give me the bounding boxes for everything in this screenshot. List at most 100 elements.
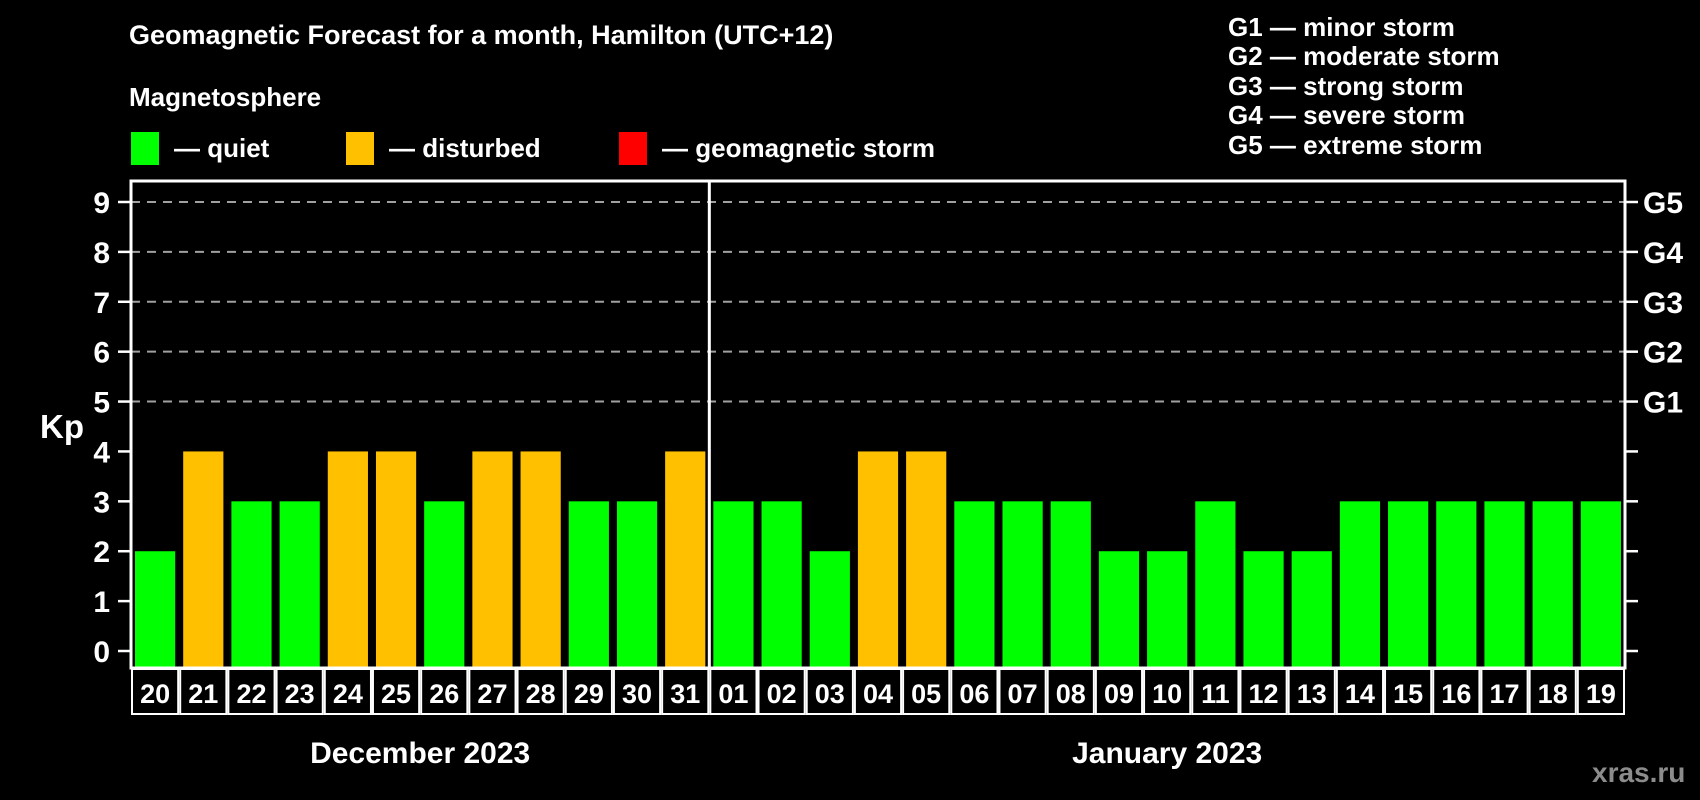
kp-bar-december-30: [616, 501, 658, 668]
day-box-january-09: [1094, 668, 1144, 715]
day-box-january-13: [1287, 668, 1336, 715]
kp-bar-january-02: [761, 501, 802, 668]
y-tick-label-8: 8: [93, 237, 110, 270]
kp-bar-january-04: [857, 451, 899, 668]
kp-bar-january-12: [1243, 551, 1284, 668]
day-label-december-30: 30: [622, 679, 652, 709]
day-label-january-03: 03: [815, 679, 845, 709]
day-label-january-01: 01: [718, 679, 748, 709]
y-tick-label-0: 0: [93, 636, 110, 669]
day-box-january-08: [1046, 668, 1095, 715]
kp-bar-january-16: [1436, 501, 1477, 668]
kp-bar-december-20: [135, 551, 176, 668]
chart-subtitle: Magnetosphere: [129, 82, 322, 112]
day-box-december-29: [564, 668, 613, 715]
g-axis-label-g3: G3: [1643, 287, 1683, 320]
kp-bar-january-10: [1147, 551, 1188, 668]
kp-bar-january-01: [713, 501, 754, 668]
disturbed-swatch: [346, 131, 374, 165]
month-label-january: January 2023: [1072, 737, 1262, 770]
day-label-december-28: 28: [526, 679, 556, 709]
kp-bar-january-08: [1050, 501, 1091, 668]
day-box-january-18: [1528, 668, 1577, 715]
day-label-january-06: 06: [959, 679, 989, 709]
kp-bar-december-22: [231, 501, 272, 668]
day-label-january-14: 14: [1345, 679, 1375, 709]
day-label-january-02: 02: [767, 679, 797, 709]
day-box-december-22: [227, 668, 276, 715]
kp-bar-december-26: [424, 501, 465, 668]
g-axis-label-g2: G2: [1643, 337, 1683, 370]
kp-bar-december-23: [279, 501, 320, 668]
day-box-january-19: [1576, 668, 1625, 715]
day-label-december-20: 20: [140, 679, 170, 709]
g-legend-line-5: G5 — extreme storm: [1228, 129, 1483, 160]
y-tick-label-6: 6: [93, 337, 110, 370]
day-label-january-10: 10: [1152, 679, 1182, 709]
legend-label-storm: — geomagnetic storm: [662, 132, 936, 163]
day-box-december-21: [179, 668, 228, 715]
day-box-january-14: [1335, 668, 1385, 715]
kp-bar-january-11: [1195, 501, 1236, 668]
kp-bar-january-14: [1339, 501, 1381, 668]
kp-bar-january-05: [906, 451, 947, 668]
day-label-january-11: 11: [1201, 679, 1230, 709]
day-box-january-06: [950, 668, 999, 715]
day-label-january-04: 04: [863, 679, 893, 709]
day-label-december-23: 23: [285, 679, 315, 709]
g-axis-label-g5: G5: [1643, 187, 1683, 220]
day-box-january-11: [1191, 668, 1240, 715]
legend-item-disturbed: — disturbed: [346, 131, 541, 165]
storm-swatch: [619, 131, 647, 165]
g-legend-line-3: G3 — strong storm: [1228, 70, 1464, 101]
kp-bar-december-21: [183, 451, 224, 668]
day-box-december-30: [612, 668, 662, 715]
day-label-january-15: 15: [1393, 679, 1423, 709]
g-axis-label-g1: G1: [1643, 387, 1683, 420]
g-legend-line-4: G4 — severe storm: [1228, 100, 1466, 131]
day-label-december-26: 26: [429, 679, 459, 709]
day-label-january-08: 08: [1056, 679, 1086, 709]
y-tick-label-7: 7: [93, 287, 110, 320]
y-tick-label-5: 5: [93, 387, 110, 420]
day-label-december-29: 29: [574, 679, 604, 709]
day-box-december-26: [420, 668, 469, 715]
y-axis-title: Kp: [40, 408, 84, 445]
day-box-december-27: [468, 668, 517, 715]
day-box-january-10: [1143, 668, 1192, 715]
chart-title: Geomagnetic Forecast for a month, Hamilt…: [129, 20, 834, 50]
g-legend-line-1: G1 — minor storm: [1228, 12, 1455, 42]
day-box-december-20: [131, 668, 180, 715]
day-label-december-21: 21: [188, 679, 218, 709]
day-box-january-16: [1432, 668, 1481, 715]
day-box-december-24: [323, 668, 372, 715]
day-box-january-17: [1480, 668, 1529, 715]
day-label-january-13: 13: [1297, 679, 1327, 709]
legend-label-disturbed: — disturbed: [389, 132, 541, 163]
y-tick-label-4: 4: [93, 436, 110, 469]
day-box-january-05: [902, 668, 951, 715]
day-box-january-03: [805, 668, 854, 715]
day-box-january-04: [853, 668, 903, 715]
y-tick-label-2: 2: [93, 536, 110, 569]
y-tick-label-3: 3: [93, 486, 110, 519]
day-label-january-05: 05: [911, 679, 941, 709]
day-label-december-25: 25: [381, 679, 411, 709]
watermark: xras.ru: [1592, 757, 1686, 788]
kp-bar-january-06: [954, 501, 995, 668]
legend-item-storm: — geomagnetic storm: [619, 131, 935, 165]
day-box-january-12: [1239, 668, 1288, 715]
day-box-january-02: [757, 668, 806, 715]
day-box-december-25: [371, 668, 421, 715]
day-box-january-01: [709, 668, 758, 715]
kp-bar-january-07: [1002, 501, 1043, 668]
y-tick-label-1: 1: [93, 586, 110, 619]
g-axis-label-g4: G4: [1643, 237, 1683, 270]
legend-item-quiet: — quiet: [131, 131, 269, 165]
day-box-december-23: [275, 668, 324, 715]
kp-bar-january-18: [1532, 501, 1573, 668]
day-label-december-31: 31: [670, 679, 700, 709]
day-label-december-24: 24: [333, 679, 363, 709]
